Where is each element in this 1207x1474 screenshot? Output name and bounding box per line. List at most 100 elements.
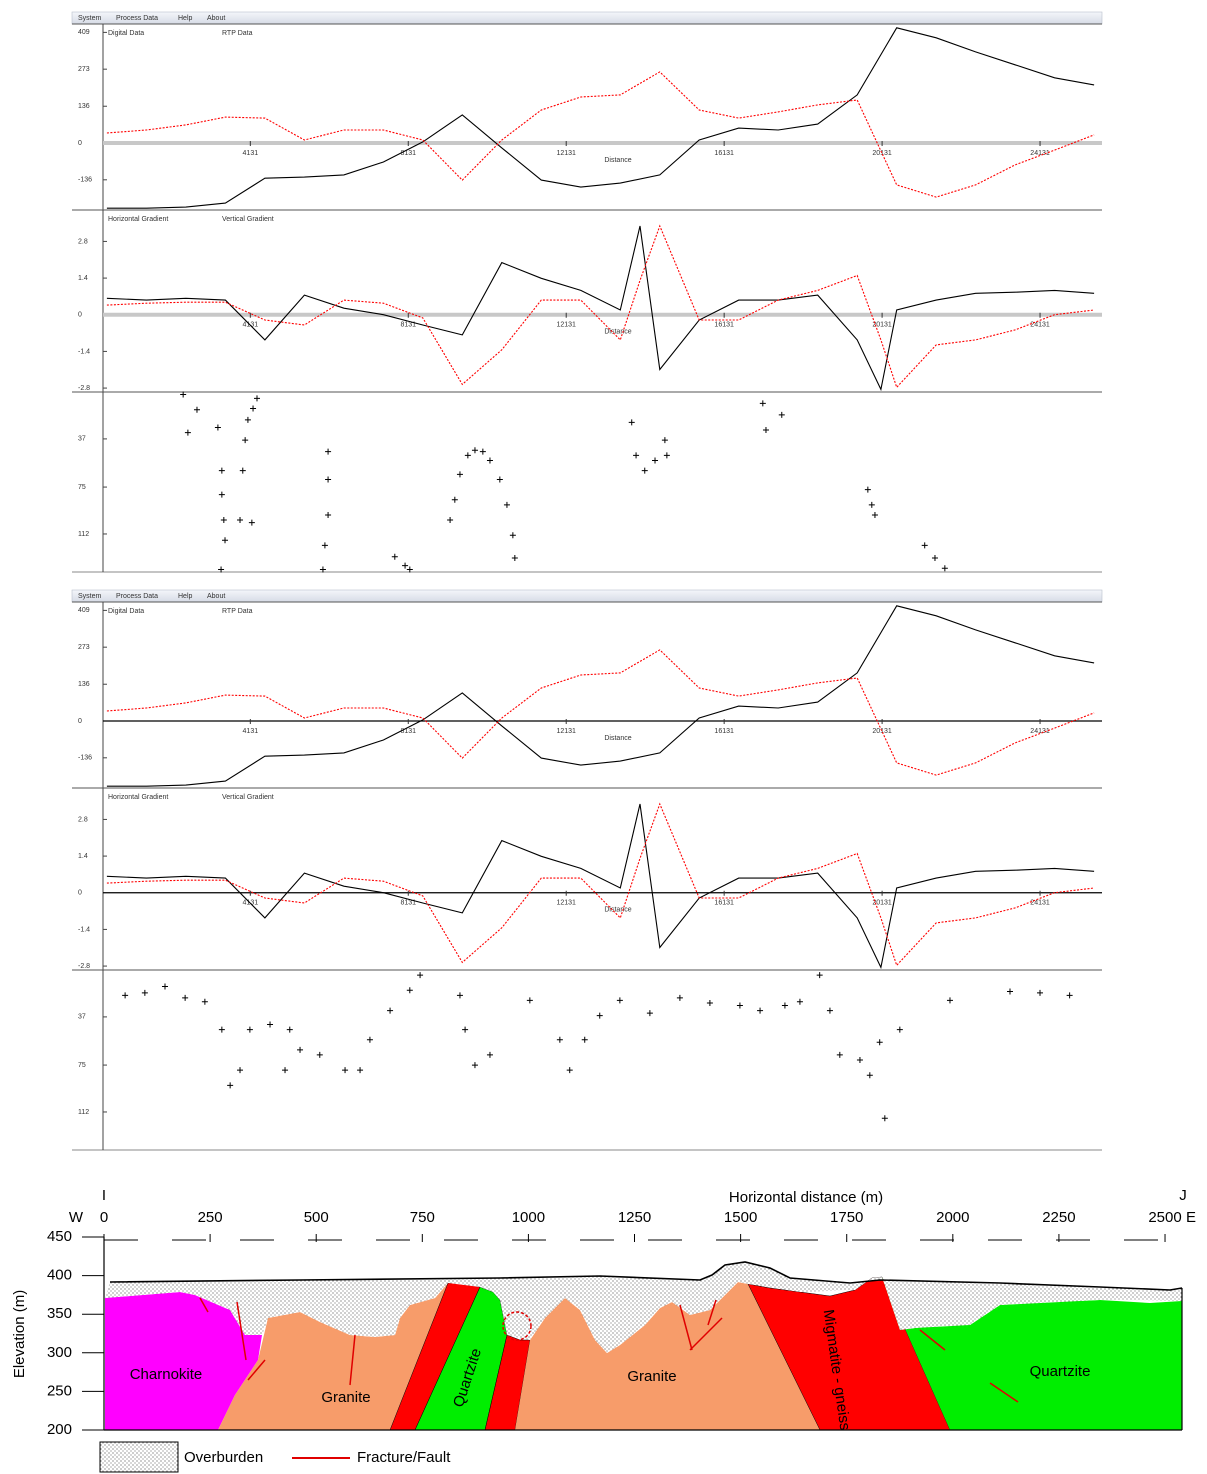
depth-point bbox=[921, 542, 928, 549]
y-tick-label: 409 bbox=[78, 607, 90, 614]
x-tick-label: 16131 bbox=[714, 728, 734, 735]
x-tick-label: 8131 bbox=[400, 900, 416, 907]
y-tick-label: 300 bbox=[47, 1344, 72, 1361]
depth-point bbox=[1066, 992, 1073, 999]
y-tick-label: 1.4 bbox=[78, 853, 88, 860]
y-tick-label: 273 bbox=[78, 644, 90, 651]
x-axis-label: Distance bbox=[604, 907, 631, 914]
depth-point bbox=[503, 501, 510, 508]
depth-point bbox=[267, 1021, 274, 1028]
menu-item: System bbox=[78, 593, 102, 600]
menu-item: Help bbox=[178, 15, 193, 22]
software-screens: System Process Data Help About System Process… bbox=[71, 11, 1103, 1151]
depth-point bbox=[227, 1082, 234, 1089]
y-tick-label: 112 bbox=[78, 531, 89, 538]
y-tick-label: 0 bbox=[78, 890, 82, 897]
depth-point bbox=[661, 437, 668, 444]
depth-point bbox=[836, 1051, 843, 1058]
depth-point bbox=[218, 467, 225, 474]
fracture bbox=[349, 1334, 356, 1386]
depth-point bbox=[456, 992, 463, 999]
depth-point bbox=[462, 1026, 469, 1033]
granite-unit bbox=[218, 1283, 448, 1430]
x-tick-label: 24131 bbox=[1030, 728, 1050, 735]
x-tick-label: 24131 bbox=[1030, 150, 1050, 157]
depth-point bbox=[222, 537, 229, 544]
x-tick-label: 2250 bbox=[1042, 1209, 1075, 1226]
fracture-zone bbox=[502, 1311, 532, 1341]
depth-point bbox=[641, 467, 648, 474]
depth-point bbox=[248, 519, 255, 526]
unit-label: Granite bbox=[321, 1389, 370, 1406]
depth-point bbox=[325, 476, 332, 483]
east-label: E bbox=[1186, 1209, 1196, 1226]
legend-label: Vertical Gradient bbox=[222, 794, 274, 801]
depth-point bbox=[471, 447, 478, 454]
depth-point bbox=[253, 395, 260, 402]
x-axis-label: Distance bbox=[604, 735, 631, 742]
fracture bbox=[199, 1297, 209, 1313]
y-tick-label: 250 bbox=[47, 1382, 72, 1399]
series-line bbox=[106, 605, 1095, 787]
menu-bar bbox=[71, 11, 1103, 25]
depth-point bbox=[479, 448, 486, 455]
depth-point bbox=[316, 1051, 323, 1058]
depth-point bbox=[759, 400, 766, 407]
depth-point bbox=[122, 992, 129, 999]
y-tick-label: 136 bbox=[78, 681, 90, 688]
unit-label: Charnokite bbox=[130, 1366, 203, 1383]
menu-item: Process Data bbox=[116, 593, 158, 600]
menu-item: Process Data bbox=[116, 15, 158, 22]
depth-point bbox=[871, 511, 878, 518]
depth-point bbox=[663, 452, 670, 459]
unit-label: Quartzite bbox=[1030, 1363, 1091, 1380]
depth-point bbox=[556, 1036, 563, 1043]
x-tick-label: 20131 bbox=[872, 728, 892, 735]
depth-point bbox=[864, 486, 871, 493]
depth-point bbox=[220, 517, 227, 524]
x-tick-label: 500 bbox=[304, 1209, 329, 1226]
x-axis-title: Horizontal distance (m) bbox=[729, 1189, 883, 1206]
x-tick-label: 24131 bbox=[1030, 900, 1050, 907]
depth-point bbox=[201, 998, 208, 1005]
quartzite-unit bbox=[882, 1277, 1182, 1430]
x-tick-label: 0 bbox=[100, 1209, 108, 1226]
y-tick-label: 400 bbox=[47, 1267, 72, 1284]
x-tick-label: 1000 bbox=[512, 1209, 545, 1226]
depth-point bbox=[464, 452, 471, 459]
series-line bbox=[106, 71, 1095, 198]
y-tick-label: -1.4 bbox=[78, 926, 90, 933]
depth-point bbox=[391, 553, 398, 560]
depth-point bbox=[876, 1039, 883, 1046]
depth-point bbox=[180, 391, 187, 398]
depth-point bbox=[736, 1002, 743, 1009]
depth-point bbox=[282, 1067, 289, 1074]
x-tick-label: 8131 bbox=[400, 322, 416, 329]
depth-point bbox=[1037, 989, 1044, 996]
depth-point bbox=[946, 997, 953, 1004]
fractures bbox=[199, 1297, 1019, 1403]
west-label: W bbox=[69, 1209, 84, 1226]
depth-point bbox=[596, 1012, 603, 1019]
series-line bbox=[106, 802, 1095, 967]
y-tick-label: 0 bbox=[78, 140, 82, 147]
x-tick-label: 1250 bbox=[618, 1209, 651, 1226]
y-tick-label: 75 bbox=[78, 1062, 86, 1069]
series-line bbox=[106, 803, 1095, 970]
screen-background bbox=[72, 12, 1102, 572]
y-tick-label: 75 bbox=[78, 484, 86, 491]
x-tick-label: 750 bbox=[410, 1209, 435, 1226]
depth-point bbox=[218, 566, 225, 573]
depth-point bbox=[796, 998, 803, 1005]
y-tick-label: 37 bbox=[78, 436, 86, 443]
depth-point bbox=[193, 406, 200, 413]
depth-point bbox=[566, 1067, 573, 1074]
depth-point bbox=[447, 517, 454, 524]
depth-point bbox=[342, 1067, 349, 1074]
y-tick-label: -136 bbox=[78, 177, 92, 184]
depth-point bbox=[237, 517, 244, 524]
x-tick-label: 20131 bbox=[872, 150, 892, 157]
y-tick-label: 2.8 bbox=[78, 238, 88, 245]
x-tick-label: 1500 bbox=[724, 1209, 757, 1226]
